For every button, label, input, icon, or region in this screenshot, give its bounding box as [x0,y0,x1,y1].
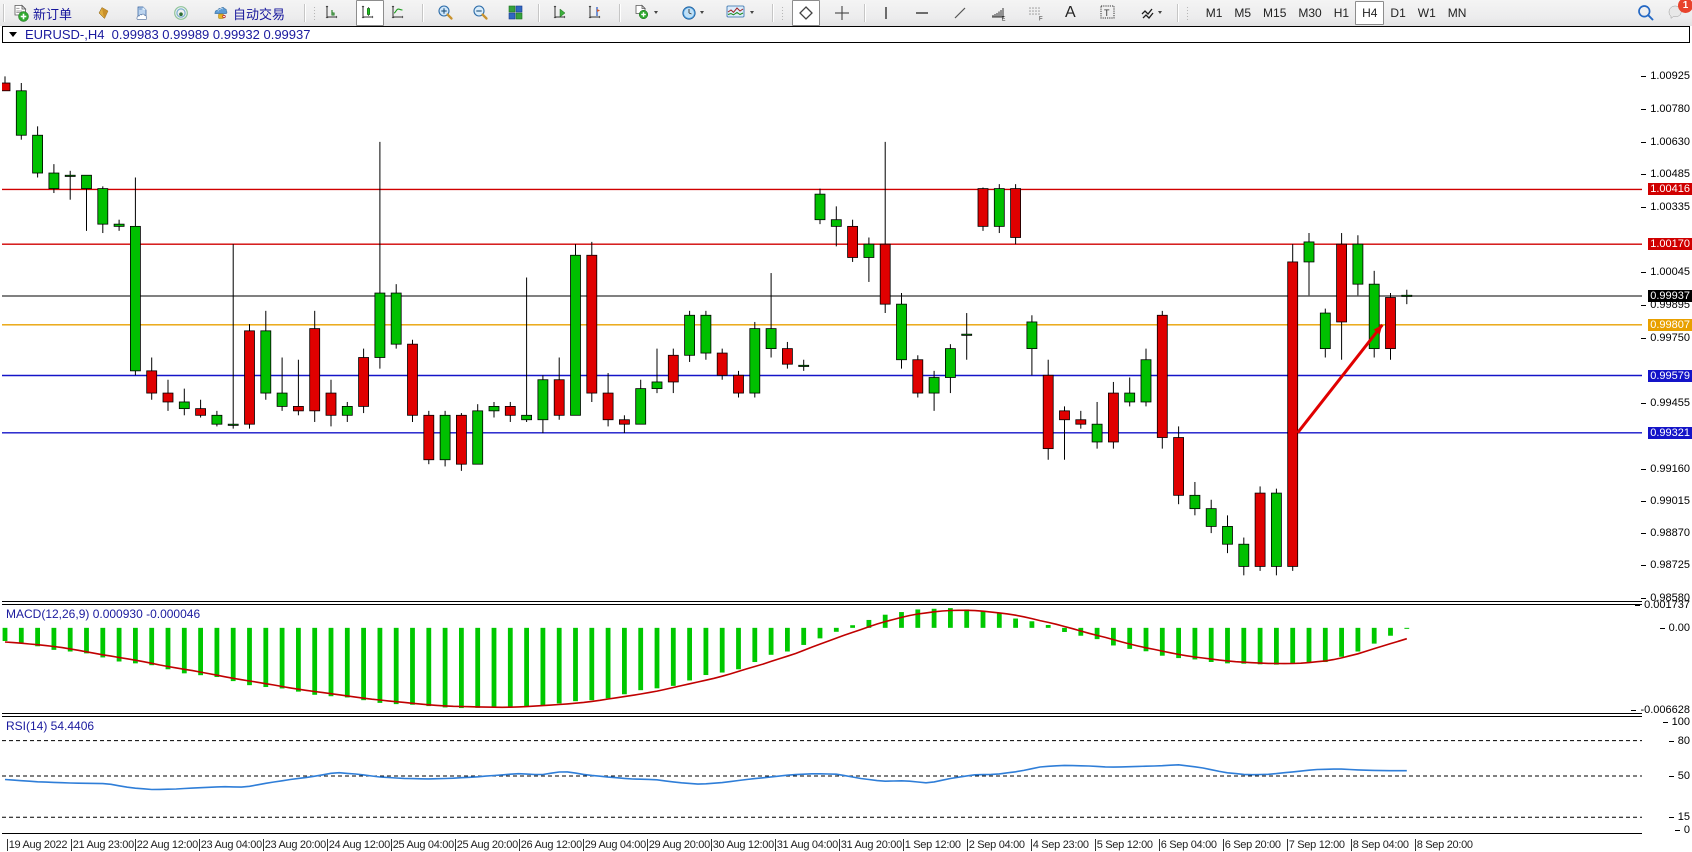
svg-text:E: E [1002,16,1006,22]
svg-text:F: F [1039,16,1043,22]
svg-text:T: T [1104,8,1110,18]
